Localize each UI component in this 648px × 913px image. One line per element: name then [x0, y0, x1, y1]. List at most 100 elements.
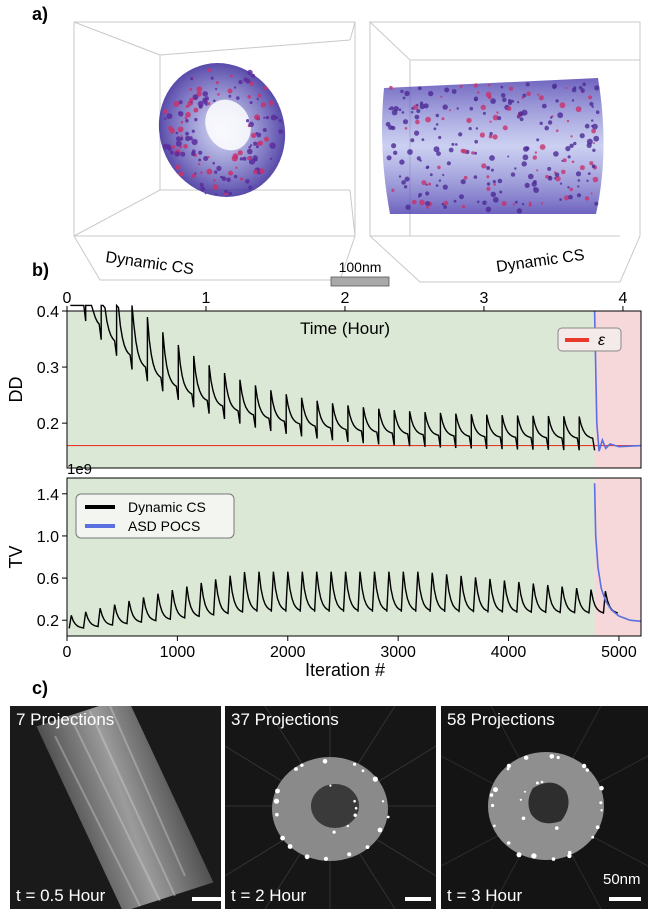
particle — [516, 208, 523, 214]
particle — [399, 159, 405, 165]
particle — [174, 151, 180, 157]
particle — [389, 106, 394, 111]
particle — [492, 180, 496, 184]
particle — [453, 199, 457, 203]
particle — [260, 102, 266, 108]
y-tick-label: 0.2 — [37, 613, 59, 630]
particle — [414, 114, 420, 120]
particle — [196, 86, 203, 93]
particle — [162, 109, 168, 115]
particle — [248, 146, 251, 149]
particle — [393, 150, 398, 155]
particle — [253, 141, 258, 146]
particle — [214, 193, 217, 196]
particle — [194, 117, 198, 122]
particle — [579, 165, 585, 171]
y-axis-label: TV — [6, 545, 26, 568]
particle — [410, 111, 414, 114]
particle — [570, 135, 573, 138]
gold-particle — [300, 763, 304, 767]
particle — [567, 186, 570, 189]
particle — [547, 120, 553, 125]
particle — [441, 202, 445, 206]
particle — [200, 186, 206, 192]
particle — [473, 83, 479, 88]
particle — [442, 173, 445, 177]
particle — [402, 96, 406, 100]
gold-particle — [273, 798, 280, 804]
particle — [255, 132, 259, 135]
particle — [580, 88, 585, 93]
particle — [579, 133, 585, 139]
particle — [426, 205, 430, 209]
particle — [460, 179, 466, 185]
particle — [393, 106, 399, 112]
particle — [390, 126, 394, 129]
particle — [459, 84, 463, 88]
particle — [247, 148, 253, 155]
particle — [517, 101, 520, 104]
gold-particle — [365, 845, 370, 849]
y-tick-label: 0.2 — [37, 416, 59, 433]
particle — [461, 204, 466, 209]
particle — [473, 175, 478, 179]
gold-particle — [567, 853, 572, 859]
micrograph-58-image — [441, 706, 648, 909]
particle — [419, 103, 425, 110]
particle — [488, 83, 491, 87]
particle — [166, 113, 173, 120]
gold-particle — [581, 763, 587, 769]
particle — [438, 179, 442, 182]
particle — [569, 143, 574, 148]
particle — [575, 171, 582, 177]
particle — [449, 109, 452, 112]
gold-particle — [280, 835, 285, 841]
gold-particle — [329, 784, 332, 787]
particle — [528, 203, 532, 207]
particle — [213, 179, 216, 182]
particle — [405, 204, 411, 210]
particle — [191, 151, 196, 157]
legend-label-epsilon: ε — [598, 332, 606, 349]
particle — [429, 173, 433, 177]
particle — [178, 100, 183, 105]
particle — [591, 105, 594, 108]
gold-particle — [493, 824, 496, 828]
particle — [410, 138, 415, 143]
gold-particle — [549, 754, 555, 759]
particle — [233, 86, 237, 89]
particle — [275, 116, 279, 120]
particle — [249, 144, 253, 147]
x-tick-label: 3000 — [380, 644, 416, 661]
micrograph-58-scalebar — [609, 897, 641, 901]
particle — [481, 163, 487, 169]
particle — [492, 196, 499, 203]
particle — [259, 168, 265, 174]
gold-particle — [354, 806, 358, 810]
top-x-tick-label: 4 — [618, 290, 627, 307]
particle — [480, 104, 486, 111]
particle — [175, 140, 182, 147]
micrograph-37-title: 37 Projections — [231, 710, 339, 729]
particle — [175, 164, 181, 170]
particle — [197, 163, 201, 166]
particle — [191, 173, 197, 178]
legend-box — [557, 327, 622, 352]
micrograph-7-time: t = 0.5 Hour — [16, 886, 106, 905]
particle — [575, 106, 582, 113]
gold-particle — [377, 827, 383, 833]
gold-particle — [347, 852, 352, 857]
particle — [442, 184, 448, 190]
gold-particle — [591, 835, 595, 839]
particle — [240, 177, 243, 181]
particle — [536, 169, 539, 172]
particle — [189, 97, 194, 102]
particle — [521, 161, 527, 167]
scale-bar-100nm — [330, 276, 390, 287]
particle — [436, 151, 441, 157]
particle — [189, 88, 193, 91]
particle — [398, 108, 402, 111]
particle — [206, 168, 213, 175]
gold-particle — [506, 763, 511, 768]
particle — [514, 200, 518, 204]
